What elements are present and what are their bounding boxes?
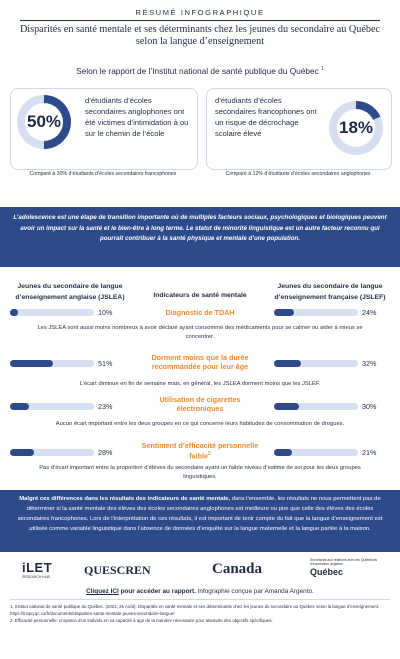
bar-value-jslef: 21% bbox=[362, 448, 377, 457]
bar-value-jslef: 24% bbox=[362, 308, 377, 317]
bar-value-jslea: 51% bbox=[98, 359, 113, 368]
stat-compare-dropout: Comparé à 12% d’étudiants d’écoles secon… bbox=[225, 171, 371, 177]
bar-fill-jslef bbox=[274, 309, 295, 316]
indicator-label: Dorment moins que la durée recommandée p… bbox=[151, 353, 249, 371]
bar-track-jslea bbox=[10, 449, 94, 456]
kicker: RÉSUMÉ INFOGRAPHIQUE bbox=[135, 8, 265, 17]
bar-track-jslea bbox=[10, 403, 94, 410]
bar-track-jslef bbox=[274, 309, 358, 316]
conclusion-body: dans l’ensemble, les résultats ne nous p… bbox=[17, 496, 383, 532]
reference-2: 2. Efficacité personnelle: croyance d’un… bbox=[10, 618, 273, 623]
ilet-logo-text: iLET bbox=[22, 560, 53, 575]
bar-fill-jslea bbox=[10, 403, 30, 410]
bar-value-jslea: 10% bbox=[98, 308, 113, 317]
stat-box-dropout: d’étudiants d’écoles secondaires francop… bbox=[206, 88, 392, 170]
quebec-logo: Secrétariat aux relations avec les Québé… bbox=[310, 558, 378, 577]
donut-hole bbox=[337, 109, 375, 147]
indicator-label: Sentiment d’efficacité personnelle faibl… bbox=[140, 441, 260, 460]
bar-track-jslef bbox=[274, 360, 358, 367]
bar-value-jslef: 30% bbox=[362, 402, 377, 411]
quescren-logo: QUESCREN bbox=[84, 563, 151, 578]
stat-box-bullying: 50% d’étudiants d’écoles secondaires ang… bbox=[10, 88, 198, 170]
report-link[interactable]: Cliquez ICI bbox=[86, 588, 119, 595]
donut-chart-dropout: 18% bbox=[329, 101, 383, 155]
secretariat-text: Secrétariat aux relations avec les Québé… bbox=[310, 558, 378, 567]
bar-fill-jslef bbox=[274, 403, 300, 410]
bar-fill-jslea bbox=[10, 309, 19, 316]
stat-value-bullying: 50% bbox=[26, 112, 62, 131]
column-head-jslef: Jeunes du secondaire de langue d’enseign… bbox=[274, 283, 386, 301]
references: 1. Institut national de santé publique d… bbox=[10, 603, 390, 624]
stat-value-dropout: 18% bbox=[338, 118, 374, 137]
indicator-note: Aucun écart important entre les deux gro… bbox=[55, 421, 345, 427]
bar-track-jslef bbox=[274, 403, 358, 410]
indicator-label: Utilisation de cigarettes électroniques bbox=[159, 395, 241, 413]
bar-track-jslea bbox=[10, 360, 94, 367]
indicator-note: Pas d’écart important entre la proportio… bbox=[39, 465, 361, 480]
report-link-line: Cliquez ICI pour accéder au rapport. Inf… bbox=[0, 588, 400, 595]
donut-hole bbox=[25, 103, 63, 141]
indicator-label-text: Sentiment d’efficacité personnelle faibl… bbox=[141, 441, 259, 461]
conclusion-band bbox=[0, 490, 400, 552]
report-link-rest: pour accéder au rapport. bbox=[118, 588, 196, 595]
column-head-jslea: Jeunes du secondaire de langue d’enseign… bbox=[15, 283, 125, 301]
intro-band bbox=[0, 207, 400, 267]
indicator-footnote-marker: 2 bbox=[208, 451, 211, 457]
subtitle-text: Selon le rapport de l’Institut national … bbox=[76, 66, 319, 76]
intro-text: L’adolescence est une étape de transitio… bbox=[13, 214, 387, 242]
bar-fill-jslef bbox=[274, 449, 292, 456]
conclusion-bold: Malgré ces différences dans les résultat… bbox=[19, 496, 231, 502]
canada-logo-text: Canada bbox=[212, 561, 263, 577]
indicator-note: L’écart diminue en fin de semaine mais, … bbox=[79, 381, 321, 387]
bar-track-jslea bbox=[10, 309, 94, 316]
quescren-logo-text: QUESCREN bbox=[84, 563, 151, 577]
subtitle: Selon le rapport de l’Institut national … bbox=[0, 66, 400, 76]
bar-fill-jslea bbox=[10, 449, 34, 456]
stat-compare-bullying: Comparé à 30% d’étudiants d’écoles secon… bbox=[29, 171, 177, 177]
credit-text: Infographie conçue par Amanda Argento. bbox=[195, 588, 314, 595]
column-head-indicators: Indicateurs de santé mentale bbox=[153, 292, 247, 299]
bar-fill-jslef bbox=[274, 360, 301, 367]
reference-1: 1. Institut national de santé publique d… bbox=[10, 604, 380, 616]
bar-track-jslef bbox=[274, 449, 358, 456]
bar-value-jslef: 32% bbox=[362, 359, 377, 368]
bar-value-jslea: 23% bbox=[98, 402, 113, 411]
header-rule bbox=[20, 20, 380, 21]
indicator-note: Les JSLEA sont aussi moins nombreux à av… bbox=[37, 325, 363, 340]
page-title: Disparités en santé mentale et ses déter… bbox=[19, 24, 381, 47]
subtitle-footnote-marker: 1 bbox=[321, 66, 324, 73]
bar-fill-jslea bbox=[10, 360, 53, 367]
quebec-logo-text: Québec bbox=[310, 567, 344, 578]
canada-logo: Canada bbox=[212, 561, 262, 578]
donut-chart-bullying: 50% bbox=[17, 95, 71, 149]
footer-rule bbox=[10, 599, 390, 600]
ilet-logo: iLET RESEARCH HUB bbox=[22, 560, 64, 582]
ilet-logo-sub: RESEARCH HUB bbox=[22, 575, 50, 579]
conclusion-text: Malgré ces différences dans les résultat… bbox=[10, 494, 390, 534]
stat-text-bullying: d’étudiants d’écoles secondaires angloph… bbox=[85, 96, 189, 138]
bar-value-jslea: 28% bbox=[98, 448, 113, 457]
stat-text-dropout: d’étudiants d’écoles secondaires francop… bbox=[215, 96, 317, 138]
indicator-label: Diagnostic de TDAH bbox=[165, 308, 235, 317]
